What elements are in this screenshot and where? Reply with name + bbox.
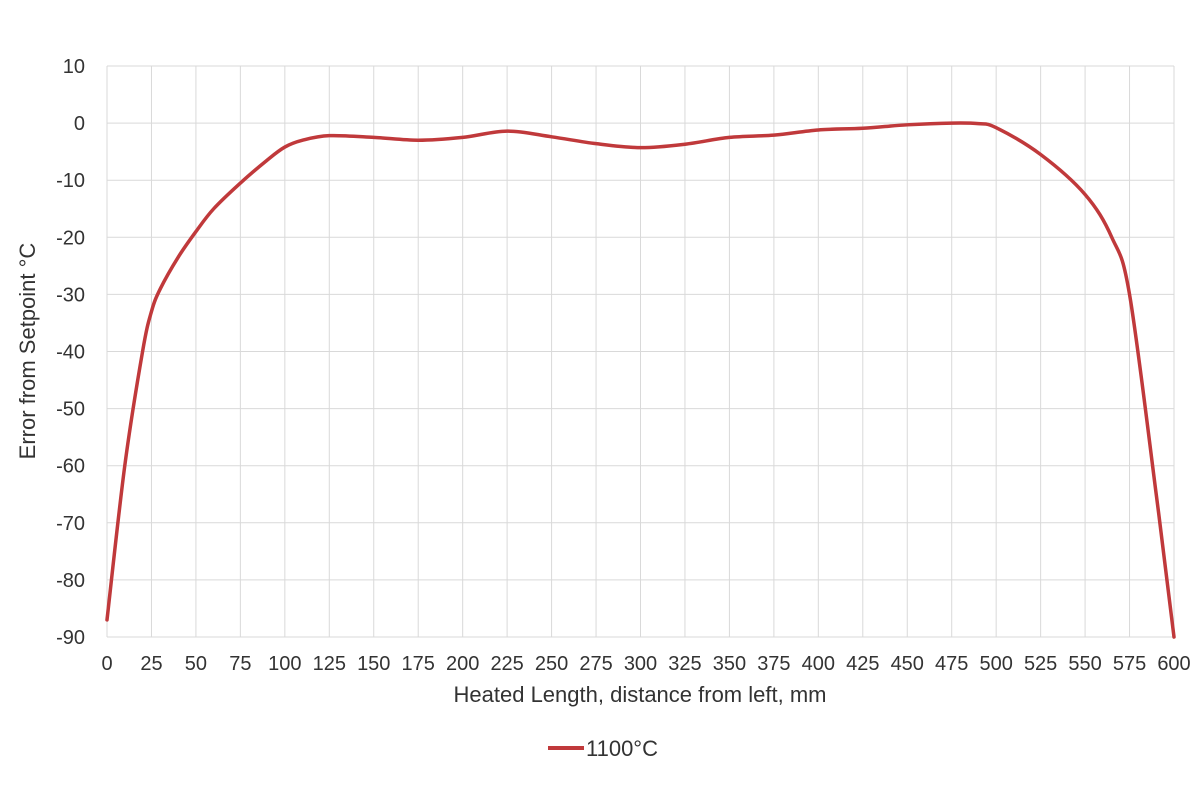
x-tick-label: 475 xyxy=(935,653,968,675)
x-tick-label: 275 xyxy=(579,653,612,675)
y-tick-label: -40 xyxy=(56,342,85,364)
x-tick-label: 350 xyxy=(713,653,746,675)
x-tick-label: 175 xyxy=(402,653,435,675)
legend: 1100°C xyxy=(548,736,658,761)
y-tick-label: -90 xyxy=(56,627,85,649)
x-tick-label: 600 xyxy=(1157,653,1190,675)
x-tick-label: 400 xyxy=(802,653,835,675)
series-line xyxy=(105,121,1176,639)
x-tick-label: 25 xyxy=(140,653,162,675)
legend-label: 1100°C xyxy=(586,736,658,761)
y-tick-label: -70 xyxy=(56,513,85,535)
x-tick-label: 375 xyxy=(757,653,790,675)
y-axis-ticks: 10 0 -10 -20 -30 -40 -50 -60 -70 -80 -90 xyxy=(56,56,85,649)
x-tick-label: 325 xyxy=(668,653,701,675)
x-tick-label: 550 xyxy=(1068,653,1101,675)
y-tick-label: 0 xyxy=(74,113,85,135)
x-tick-label: 450 xyxy=(891,653,924,675)
y-tick-label: -80 xyxy=(56,570,85,592)
x-tick-label: 0 xyxy=(101,653,112,675)
y-tick-label: -30 xyxy=(56,284,85,306)
x-tick-label: 50 xyxy=(185,653,207,675)
y-tick-label: -20 xyxy=(56,227,85,249)
x-tick-label: 525 xyxy=(1024,653,1057,675)
x-axis-title: Heated Length, distance from left, mm xyxy=(454,682,827,707)
x-axis-ticks: 0 25 50 75 100 125 150 175 200 225 250 275 300 325 350… xyxy=(101,653,1190,675)
y-tick-label: -10 xyxy=(56,170,85,192)
y-tick-label: 10 xyxy=(63,56,85,78)
y-axis-title: Error from Setpoint °C xyxy=(15,243,40,460)
x-tick-label: 575 xyxy=(1113,653,1146,675)
gridlines xyxy=(106,65,1175,638)
x-tick-label: 500 xyxy=(979,653,1012,675)
x-tick-label: 300 xyxy=(624,653,657,675)
x-tick-label: 425 xyxy=(846,653,879,675)
y-tick-label: -50 xyxy=(56,399,85,421)
x-tick-label: 125 xyxy=(313,653,346,675)
x-tick-label: 75 xyxy=(229,653,251,675)
y-tick-label: -60 xyxy=(56,456,85,478)
x-tick-label: 250 xyxy=(535,653,568,675)
x-tick-label: 150 xyxy=(357,653,390,675)
series-lines xyxy=(105,121,1176,639)
x-tick-label: 225 xyxy=(490,653,523,675)
x-tick-label: 100 xyxy=(268,653,301,675)
x-tick-label: 200 xyxy=(446,653,479,675)
